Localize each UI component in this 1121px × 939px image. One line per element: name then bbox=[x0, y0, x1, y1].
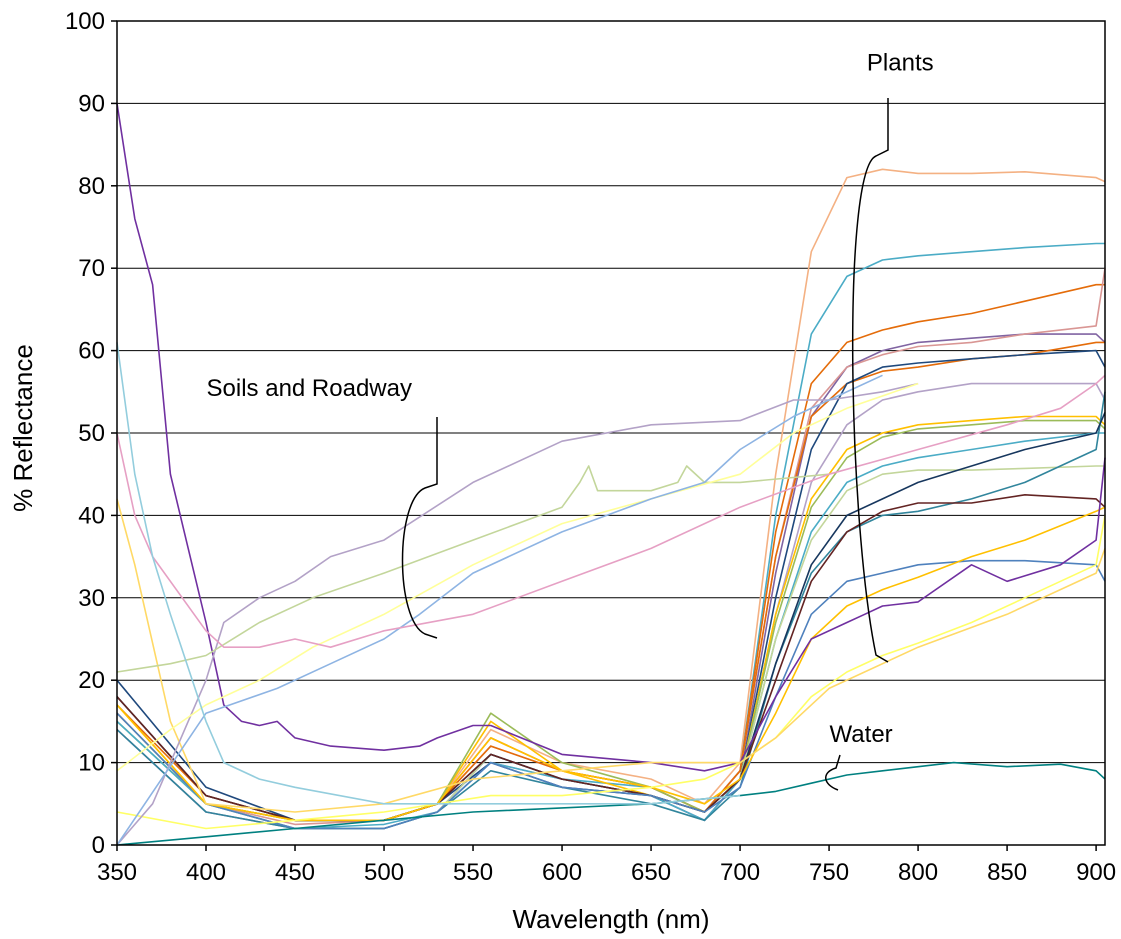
y-tick-label: 0 bbox=[92, 832, 105, 859]
x-tick-label: 700 bbox=[720, 859, 760, 886]
y-tick-label: 70 bbox=[78, 255, 105, 282]
x-tick-label: 350 bbox=[97, 859, 137, 886]
x-tick-label: 400 bbox=[186, 859, 226, 886]
x-axis-title: Wavelength (nm) bbox=[513, 904, 710, 934]
series-layer bbox=[116, 103, 1106, 846]
y-tick-label: 20 bbox=[78, 667, 105, 694]
series-line-21 bbox=[116, 761, 1106, 846]
y-tick-label: 40 bbox=[78, 502, 105, 529]
y-tick-label: 50 bbox=[78, 420, 105, 447]
y-tick-label: 90 bbox=[78, 90, 105, 117]
series-line-25 bbox=[116, 374, 883, 846]
annotation-water: Water bbox=[830, 721, 893, 748]
series-line-4 bbox=[116, 333, 1106, 830]
x-tick-label: 900 bbox=[1076, 859, 1116, 886]
series-line-9 bbox=[116, 415, 1106, 822]
y-tick-label: 60 bbox=[78, 338, 105, 365]
water-bracket bbox=[825, 754, 841, 791]
series-line-18 bbox=[116, 103, 1106, 772]
series-line-3 bbox=[116, 283, 1105, 822]
x-tick-label: 450 bbox=[275, 859, 315, 886]
y-tick-label: 100 bbox=[65, 8, 105, 35]
x-tick-label: 800 bbox=[898, 859, 938, 886]
x-tick-label: 650 bbox=[631, 859, 671, 886]
series-line-11 bbox=[116, 432, 1105, 830]
soils-bracket bbox=[401, 417, 438, 639]
series-line-22 bbox=[116, 382, 919, 846]
x-tick-label: 500 bbox=[364, 859, 404, 886]
series-line-23 bbox=[116, 465, 830, 673]
x-tick-label: 600 bbox=[542, 859, 582, 886]
y-tick-label: 80 bbox=[78, 173, 105, 200]
annotation-soils-and-roadway: Soils and Roadway bbox=[207, 375, 412, 402]
series-line-6 bbox=[116, 341, 1105, 822]
series-line-20 bbox=[116, 498, 1106, 813]
series-line-17 bbox=[116, 506, 1106, 822]
series-line-16 bbox=[116, 559, 1106, 830]
series-line-26 bbox=[116, 374, 1106, 649]
series-line-1 bbox=[116, 168, 1106, 822]
y-tick-label: 30 bbox=[78, 585, 105, 612]
series-line-8 bbox=[116, 382, 1106, 830]
axis-ticks: 0 10 20 30 40 50 60 70 80 90 100 350 400 450 500 550 600… bbox=[65, 8, 1116, 886]
plants-bracket bbox=[851, 98, 889, 663]
y-axis-title: % Reflectance bbox=[8, 344, 38, 512]
annotation-plants: Plants bbox=[867, 49, 934, 76]
x-tick-label: 550 bbox=[453, 859, 493, 886]
series-line-2 bbox=[116, 242, 1105, 830]
gridlines bbox=[117, 102, 1105, 764]
y-tick-label: 10 bbox=[78, 750, 105, 777]
series-line-12 bbox=[116, 465, 1105, 830]
x-tick-label: 850 bbox=[987, 859, 1027, 886]
series-line-5 bbox=[116, 268, 1106, 826]
x-tick-label: 750 bbox=[809, 859, 849, 886]
series-line-24 bbox=[116, 382, 919, 772]
annotation-layer: Plants Soils and Roadway Water bbox=[207, 49, 934, 791]
series-line-27 bbox=[116, 342, 741, 805]
